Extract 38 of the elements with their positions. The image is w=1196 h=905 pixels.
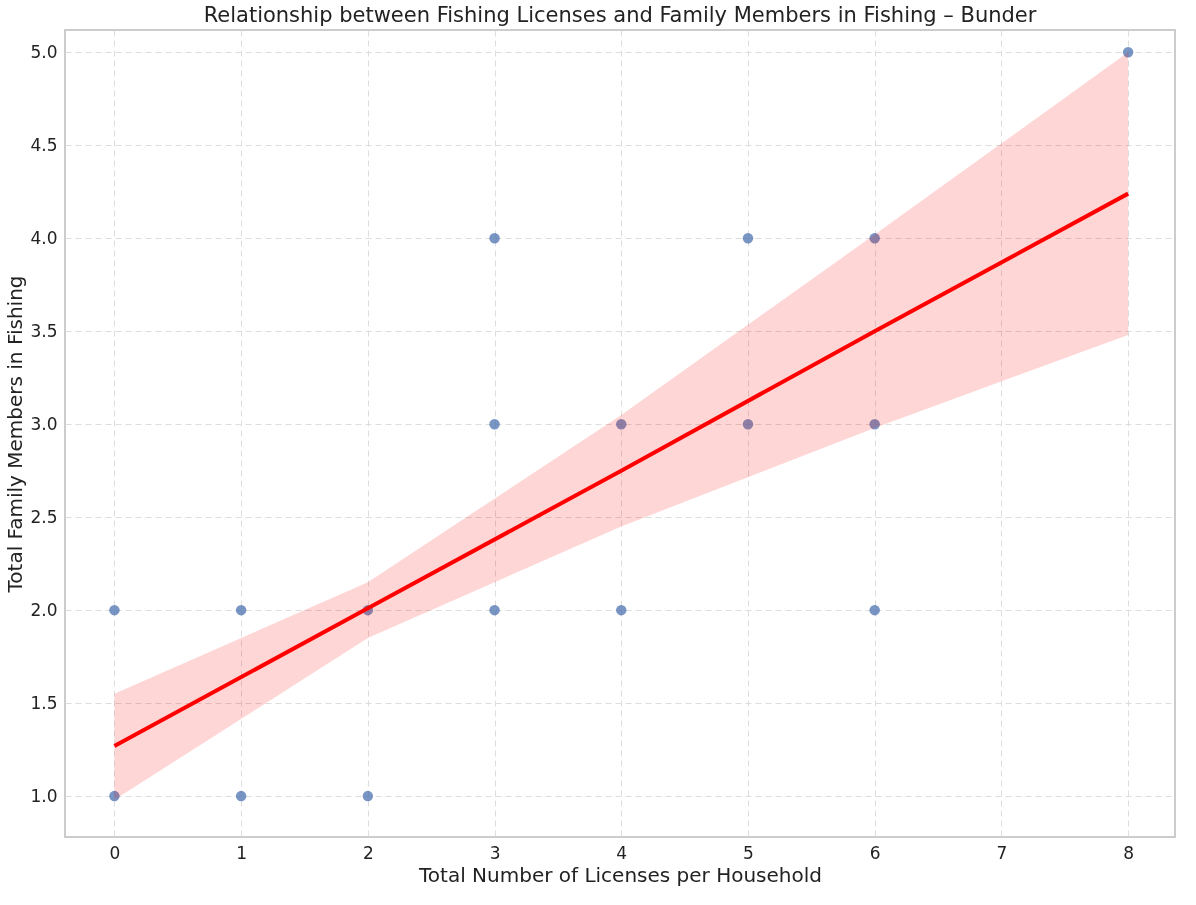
- point: [489, 233, 500, 244]
- y-tick-label: 1.0: [30, 785, 58, 806]
- y-tick-label: 2.5: [30, 506, 58, 527]
- x-tick-label: 1: [236, 842, 248, 863]
- point: [235, 790, 247, 802]
- y-tick-label: 5.0: [30, 41, 58, 62]
- x-tick-label: 5: [743, 842, 754, 863]
- point: [616, 418, 627, 430]
- point: [109, 604, 120, 616]
- line-series: [112, 191, 1131, 748]
- point: [109, 790, 120, 802]
- x-tick-label: 3: [489, 842, 501, 863]
- x-tick-label: 0: [109, 842, 121, 863]
- x-tick-label: 7: [996, 842, 1008, 863]
- point: [869, 604, 880, 616]
- point: [489, 604, 500, 616]
- y-tick-label: 3.0: [30, 413, 58, 434]
- x-tick-label: 6: [869, 842, 881, 863]
- x-tick-label: 4: [616, 842, 628, 863]
- y-axis-title: Total Family Members in Fishing: [3, 275, 28, 594]
- point: [742, 233, 754, 244]
- point: [489, 418, 500, 430]
- x-axis-title: Total Number of Licenses per Household: [418, 862, 822, 887]
- x-tick-label: 8: [1123, 842, 1135, 863]
- point: [742, 418, 754, 430]
- y-tick-label: 4.0: [30, 227, 58, 248]
- chart-title: Relationship between Fishing Licenses and Family Members in Fishing – Bunder: [203, 3, 1037, 27]
- point: [869, 233, 880, 244]
- point: [869, 418, 880, 430]
- point: [362, 790, 374, 802]
- point: [235, 604, 247, 616]
- point: [1122, 47, 1134, 58]
- y-tick-label: 3.5: [30, 320, 58, 341]
- point: [616, 604, 627, 616]
- y-tick-label: 4.5: [30, 134, 58, 155]
- y-tick-label: 1.5: [30, 692, 58, 713]
- x-tick-label: 2: [362, 842, 374, 863]
- y-tick-label: 2.0: [30, 599, 58, 620]
